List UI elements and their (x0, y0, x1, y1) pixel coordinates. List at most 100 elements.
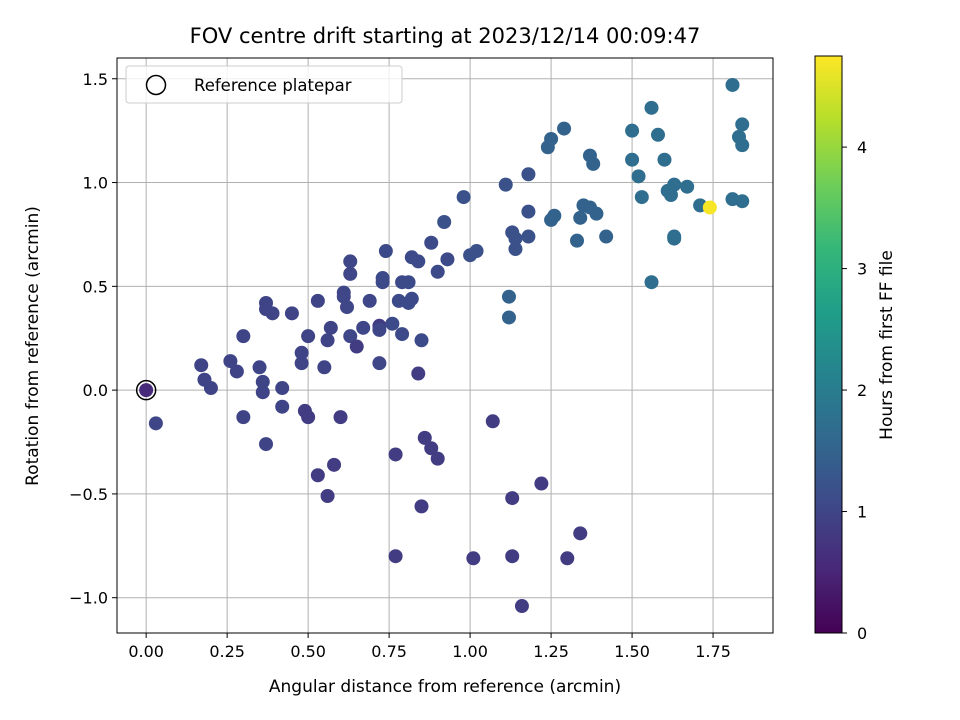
data-point (735, 138, 750, 153)
x-tick-label: 0.00 (128, 642, 164, 661)
colorbar-tick-label: 0 (857, 624, 867, 643)
y-tick-label: 0.0 (83, 381, 108, 400)
data-point (414, 499, 429, 514)
x-tick-label: 1.25 (533, 642, 569, 661)
data-point (466, 551, 481, 566)
data-point (485, 414, 500, 429)
data-point (343, 329, 358, 344)
data-point (385, 316, 400, 331)
data-point (404, 291, 419, 306)
colorbar-ticks: 0 1 2 3 4 (842, 138, 867, 643)
data-point (573, 210, 588, 225)
data-point (625, 152, 640, 167)
data-point (301, 329, 316, 344)
data-point (414, 333, 429, 348)
data-point (223, 354, 238, 369)
data-point (372, 322, 387, 337)
data-point (430, 451, 445, 466)
data-point (424, 441, 439, 456)
plot-area-frame (116, 57, 774, 634)
data-point (139, 383, 154, 398)
data-point (340, 300, 355, 315)
data-point (680, 179, 695, 194)
legend: Reference platepar (125, 65, 403, 104)
y-axis-label: Rotation from reference (arcmin) (23, 206, 43, 486)
data-point (424, 235, 439, 250)
colorbar-tick-label: 2 (857, 381, 867, 400)
x-tick-label: 1.50 (614, 642, 650, 661)
data-point (599, 229, 614, 244)
data-point (456, 190, 471, 205)
data-point (320, 333, 335, 348)
data-point (667, 177, 682, 192)
data-point (229, 364, 244, 379)
data-point (343, 254, 358, 269)
data-point (634, 190, 649, 205)
data-point (317, 360, 332, 375)
data-point (362, 293, 377, 308)
data-point (372, 356, 387, 371)
legend-entry-label: Reference platepar (194, 76, 352, 95)
data-point (301, 410, 316, 425)
data-point (310, 293, 325, 308)
y-axis-ticks: −1.0 −0.5 0.0 0.5 1.0 1.5 (69, 70, 117, 608)
data-point (534, 476, 549, 491)
reference-marker (135, 379, 157, 401)
data-point (411, 254, 426, 269)
data-point (508, 241, 523, 256)
data-point (498, 177, 513, 192)
data-point (547, 208, 562, 223)
data-point (148, 416, 163, 431)
data-point (284, 306, 299, 321)
data-point (589, 206, 604, 221)
data-point (544, 131, 559, 146)
y-tick-label: −1.0 (69, 589, 108, 608)
data-point (501, 310, 516, 325)
data-point (505, 549, 520, 564)
data-point (514, 599, 529, 614)
data-point (327, 457, 342, 472)
data-point (657, 152, 672, 167)
y-tick-label: −0.5 (69, 485, 108, 504)
data-point (388, 447, 403, 462)
legend-box (125, 65, 403, 104)
data-point (735, 117, 750, 132)
colorbar-gradient (815, 56, 842, 633)
data-point (469, 244, 484, 259)
data-point (430, 264, 445, 279)
data-point (401, 275, 416, 290)
y-tick-label: 0.5 (83, 277, 108, 296)
data-point (395, 327, 410, 342)
colorbar-frame (814, 55, 843, 634)
data-point (702, 200, 717, 215)
data-point (521, 167, 536, 182)
x-tick-label: 1.00 (452, 642, 488, 661)
data-point (570, 233, 585, 248)
data-point (411, 366, 426, 381)
data-point (505, 491, 520, 506)
data-point (275, 381, 290, 396)
data-point (573, 526, 588, 541)
data-point (501, 289, 516, 304)
data-point (255, 374, 270, 389)
data-point (265, 306, 280, 321)
x-tick-label: 0.50 (290, 642, 326, 661)
colorbar-tick-label: 3 (857, 260, 867, 279)
data-point (320, 488, 335, 503)
data-point (310, 468, 325, 483)
data-point (349, 339, 364, 354)
data-point (650, 127, 665, 142)
data-point (521, 229, 536, 244)
grid (117, 58, 773, 633)
data-point (521, 204, 536, 219)
x-tick-label: 0.75 (371, 642, 407, 661)
data-point (356, 320, 371, 335)
x-axis-label: Angular distance from reference (arcmin) (269, 677, 621, 697)
legend-marker-circle-icon (145, 74, 167, 96)
data-point (375, 275, 390, 290)
data-point (203, 381, 218, 396)
data-point (625, 123, 640, 138)
data-point (667, 231, 682, 246)
data-point (560, 551, 575, 566)
